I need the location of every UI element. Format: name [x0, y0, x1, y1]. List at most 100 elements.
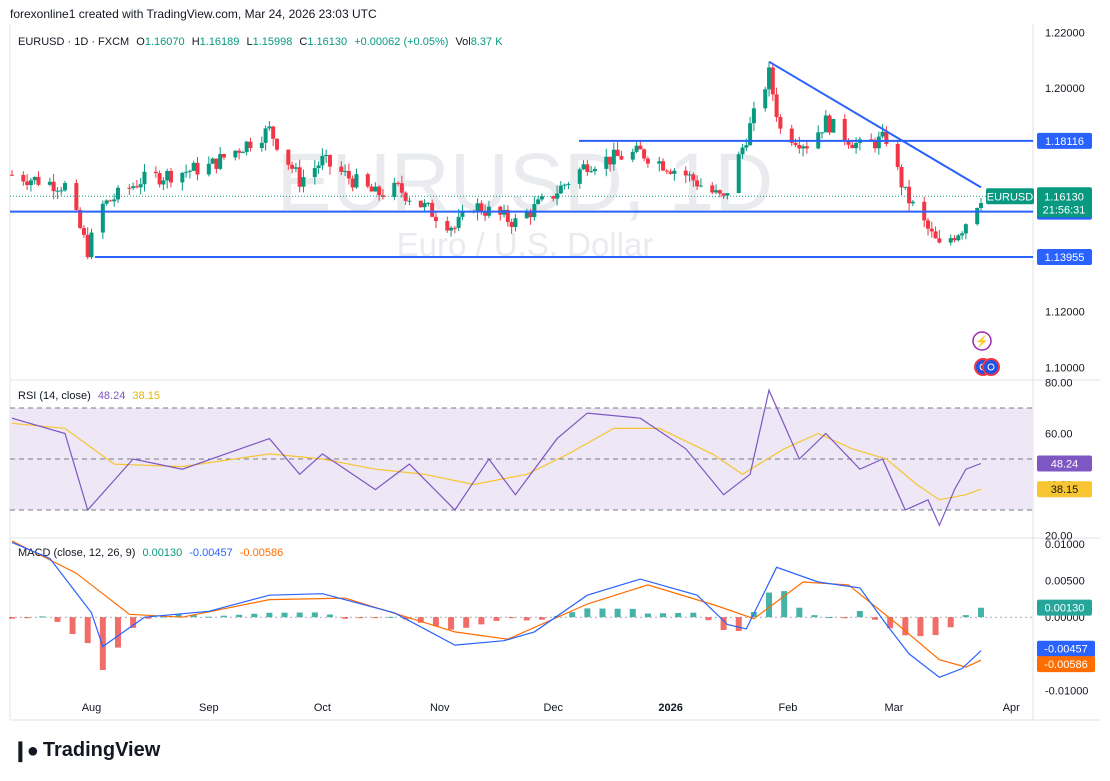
horizontal-lines[interactable]	[10, 139, 1033, 259]
open-value: 1.16070	[144, 36, 185, 48]
macd-histogram-bar	[220, 615, 227, 618]
macd-histogram-bar	[417, 617, 424, 623]
low-value: 1.15998	[252, 36, 293, 48]
macd-histogram-bar	[296, 612, 303, 618]
macd-histogram-bar	[372, 617, 379, 619]
last-price-tag: 1.16130	[1044, 191, 1084, 203]
candle-body	[377, 186, 382, 196]
candle-body	[744, 145, 749, 148]
macd-histogram-bar	[644, 613, 651, 618]
change-value: +0.00062 (+0.05%)	[354, 36, 449, 48]
rsi-ma-line	[11, 422, 982, 501]
macd-histogram-bar	[614, 608, 621, 618]
rsi-line	[11, 388, 982, 527]
candle-body	[51, 181, 56, 192]
rsi-legend[interactable]: RSI (14, close) 48.24 38.15	[18, 390, 164, 402]
chart-icons[interactable]: ⚡	[972, 331, 1000, 376]
symbol-legend[interactable]: EURUSD · 1D · FXCM O1.16070 H1.16189 L1.…	[18, 36, 507, 48]
candle-body	[316, 165, 321, 169]
rsi-tick-label: 80.00	[1045, 378, 1073, 390]
macd-lines[interactable]	[11, 540, 982, 678]
candle-body	[509, 221, 514, 228]
candle-body	[948, 238, 953, 243]
macd-histogram-bar	[478, 617, 485, 625]
candle-body	[884, 131, 889, 144]
candle-body	[581, 164, 586, 170]
price-axis[interactable]: 1.220001.200001.180001.160001.140001.120…	[1045, 27, 1088, 697]
candle-body	[112, 199, 117, 202]
price-tags: 1.181161.155811.139551.1613021:56:31EURU…	[986, 132, 1095, 673]
macd-histogram[interactable]	[9, 591, 1033, 670]
candle-body	[854, 142, 859, 149]
trendline[interactable]	[768, 60, 982, 189]
candle-body	[233, 150, 238, 158]
low-label: L	[246, 36, 253, 48]
rsi-lines[interactable]	[11, 388, 982, 527]
candle-body	[664, 170, 669, 172]
candle-body	[327, 155, 332, 167]
candle-body	[350, 178, 355, 188]
candle-body	[449, 227, 454, 231]
time-axis[interactable]: Aug Sep Oct Nov Dec 2026 Feb Mar Apr	[82, 702, 1020, 714]
candle-body	[244, 141, 249, 153]
macd-tick-label: 0.01000	[1045, 539, 1085, 551]
candle-body	[422, 202, 427, 208]
candle-body	[165, 170, 170, 181]
candle-body	[763, 89, 768, 109]
candle-body	[403, 192, 408, 201]
rsi-label[interactable]: RSI (14, close)	[18, 390, 91, 402]
candle-body	[979, 203, 983, 209]
macd-line	[11, 541, 982, 678]
candlestick-series[interactable]	[10, 61, 983, 260]
candle-body	[751, 108, 756, 124]
candle-body	[524, 212, 529, 219]
symbol-name[interactable]: EURUSD · 1D · FXCM	[18, 36, 130, 48]
macd-legend[interactable]: MACD (close, 12, 26, 9) 0.00130 -0.00457…	[18, 547, 287, 559]
candle-body	[418, 200, 423, 208]
candle-body	[479, 203, 484, 213]
candle-body	[343, 170, 348, 172]
rsi-value-tag-bg	[1037, 455, 1092, 472]
macd-histogram-bar	[114, 617, 121, 648]
macd-label[interactable]: MACD (close, 12, 26, 9)	[18, 547, 136, 559]
candle-body	[615, 149, 620, 157]
candle-body	[373, 186, 378, 192]
candle-body	[89, 232, 94, 258]
candle-body	[25, 181, 30, 186]
candle-body	[577, 169, 582, 184]
macd-histogram-bar	[311, 612, 318, 618]
candle-body	[191, 162, 196, 171]
candle-body	[638, 145, 643, 150]
candle-body	[725, 193, 730, 196]
candle-body	[237, 150, 242, 153]
candle-body	[134, 186, 139, 188]
candle-body	[346, 170, 351, 179]
level-tag-3: 1.13955	[1045, 252, 1085, 264]
brand-name: TradingView	[42, 739, 161, 761]
macd-value-tag: -0.00457	[1044, 644, 1087, 656]
time-tick-label: Oct	[314, 702, 331, 714]
candle-body	[47, 181, 52, 185]
macd-histogram-bar	[387, 616, 394, 618]
macd-histogram-bar	[538, 617, 545, 620]
candle-body	[286, 149, 291, 165]
macd-histogram-bar	[781, 591, 788, 618]
tradingview-brand[interactable]: ❙● TradingView	[12, 738, 160, 763]
price-tick-label: 1.12000	[1045, 307, 1085, 319]
macd-signal-line	[11, 540, 982, 668]
macd-histogram-bar	[932, 617, 939, 636]
macd-signal-tag-bg	[1037, 656, 1095, 673]
candle-body	[630, 151, 635, 160]
candle-body	[789, 128, 794, 143]
macd-histogram-bar	[629, 608, 636, 618]
candle-body	[748, 123, 753, 146]
countdown-tag: 21:56:31	[1043, 204, 1086, 216]
candle-body	[695, 180, 700, 187]
candle-body	[736, 154, 741, 194]
price-tick-label: 1.22000	[1045, 27, 1085, 39]
macd-histogram-bar	[130, 617, 137, 628]
candle-body	[907, 186, 912, 204]
candle-body	[407, 200, 412, 202]
candle-body	[604, 156, 609, 169]
